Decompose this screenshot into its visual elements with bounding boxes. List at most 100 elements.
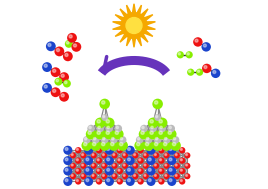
Circle shape: [121, 13, 147, 38]
Circle shape: [102, 101, 105, 104]
Circle shape: [169, 148, 172, 150]
Circle shape: [151, 126, 153, 129]
Circle shape: [159, 169, 162, 171]
Circle shape: [111, 173, 118, 179]
Circle shape: [165, 164, 167, 166]
Circle shape: [175, 164, 177, 166]
Circle shape: [169, 168, 172, 171]
Circle shape: [53, 89, 56, 92]
Circle shape: [118, 159, 120, 161]
Circle shape: [63, 177, 72, 186]
Circle shape: [198, 70, 200, 72]
Circle shape: [111, 163, 118, 169]
Circle shape: [63, 167, 72, 176]
Circle shape: [132, 173, 139, 179]
Circle shape: [87, 125, 95, 132]
Circle shape: [102, 174, 104, 176]
Circle shape: [159, 180, 162, 182]
Circle shape: [154, 101, 158, 104]
Circle shape: [139, 148, 141, 150]
Circle shape: [184, 173, 191, 179]
Circle shape: [157, 129, 168, 139]
Circle shape: [147, 156, 155, 165]
Circle shape: [179, 157, 185, 164]
Circle shape: [175, 154, 177, 156]
Circle shape: [185, 164, 188, 166]
Circle shape: [53, 69, 56, 72]
Circle shape: [59, 92, 69, 102]
Circle shape: [91, 163, 97, 169]
Circle shape: [80, 173, 87, 179]
Circle shape: [117, 140, 128, 151]
Circle shape: [149, 125, 157, 132]
Circle shape: [101, 173, 107, 179]
Circle shape: [120, 142, 123, 146]
Circle shape: [179, 168, 185, 174]
Circle shape: [123, 174, 125, 176]
Circle shape: [139, 159, 141, 161]
Circle shape: [67, 33, 77, 43]
Circle shape: [154, 154, 156, 156]
Circle shape: [145, 136, 152, 144]
Circle shape: [59, 72, 69, 82]
Circle shape: [110, 136, 118, 144]
Circle shape: [101, 163, 107, 169]
Circle shape: [202, 64, 211, 73]
Circle shape: [91, 173, 97, 179]
Circle shape: [185, 174, 188, 176]
Circle shape: [126, 167, 135, 176]
Circle shape: [102, 138, 105, 140]
Circle shape: [96, 168, 102, 174]
Circle shape: [91, 152, 97, 158]
Circle shape: [92, 174, 94, 176]
Circle shape: [154, 164, 156, 166]
Circle shape: [147, 146, 155, 155]
Circle shape: [126, 177, 135, 186]
Circle shape: [97, 148, 99, 150]
Circle shape: [180, 169, 182, 171]
Circle shape: [99, 99, 110, 109]
Circle shape: [123, 164, 125, 166]
Circle shape: [111, 142, 114, 146]
Circle shape: [168, 131, 172, 134]
Circle shape: [150, 131, 153, 134]
Circle shape: [63, 51, 73, 61]
Circle shape: [174, 173, 180, 179]
Circle shape: [141, 131, 144, 134]
Circle shape: [97, 159, 99, 161]
Circle shape: [76, 169, 78, 171]
Circle shape: [126, 146, 135, 155]
Circle shape: [81, 140, 92, 151]
Circle shape: [114, 125, 122, 132]
Circle shape: [101, 114, 108, 121]
Circle shape: [117, 157, 123, 164]
Circle shape: [65, 81, 67, 84]
Circle shape: [157, 118, 168, 128]
Circle shape: [155, 138, 158, 140]
Circle shape: [136, 142, 140, 146]
Circle shape: [148, 118, 158, 128]
Circle shape: [147, 167, 155, 176]
Circle shape: [95, 129, 106, 139]
Circle shape: [144, 164, 146, 166]
Circle shape: [154, 174, 156, 176]
Circle shape: [169, 179, 172, 182]
Circle shape: [82, 174, 84, 176]
Circle shape: [118, 180, 120, 182]
Circle shape: [139, 169, 141, 171]
Circle shape: [195, 39, 198, 42]
Circle shape: [102, 154, 104, 156]
Circle shape: [128, 168, 131, 171]
Circle shape: [136, 136, 143, 144]
Circle shape: [61, 74, 64, 77]
Circle shape: [80, 163, 87, 169]
Circle shape: [187, 69, 194, 76]
Circle shape: [82, 164, 84, 166]
Circle shape: [102, 142, 105, 146]
Circle shape: [71, 154, 73, 156]
Circle shape: [193, 37, 203, 47]
Circle shape: [76, 159, 78, 161]
Circle shape: [148, 179, 151, 182]
Circle shape: [51, 67, 61, 77]
Circle shape: [105, 146, 114, 155]
